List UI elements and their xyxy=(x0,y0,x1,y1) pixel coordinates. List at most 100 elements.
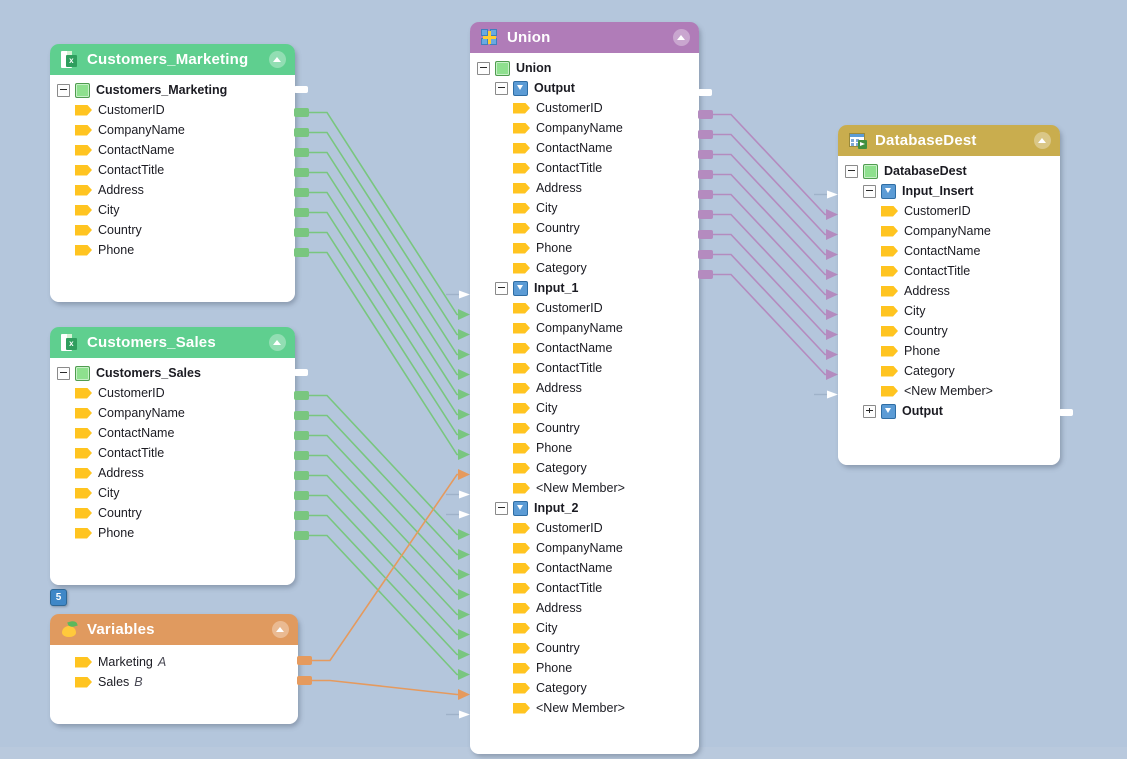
tree-row-field[interactable]: ContactName xyxy=(838,241,1060,261)
port-out-variable-sales[interactable] xyxy=(297,676,312,685)
tree-row-field[interactable]: City xyxy=(50,200,295,220)
tree-row-field[interactable]: Phone xyxy=(838,341,1060,361)
port-out-sales-city[interactable] xyxy=(294,491,309,500)
tree-row-field[interactable]: ContactTitle xyxy=(470,158,699,178)
status-badge[interactable]: 5 xyxy=(50,589,67,606)
tree-row-field[interactable]: <New Member> xyxy=(470,698,699,718)
expand-plus-icon[interactable] xyxy=(863,404,876,418)
tree-row-field[interactable]: CompanyName xyxy=(470,318,699,338)
port-out-sales-contacttitle[interactable] xyxy=(294,451,309,460)
node-header-customers-sales[interactable]: x Customers_Sales xyxy=(50,327,295,358)
tree-row-field[interactable]: CustomerID xyxy=(50,383,295,403)
node-header-customers-marketing[interactable]: x Customers_Marketing xyxy=(50,44,295,75)
tree-row-group[interactable]: Input_Insert xyxy=(838,181,1060,201)
tree-row-field[interactable]: CompanyName xyxy=(50,403,295,423)
port-out-marketing-phone[interactable] xyxy=(294,248,309,257)
port-out-marketing-companyname[interactable] xyxy=(294,128,309,137)
tree-row-field[interactable]: Phone xyxy=(50,523,295,543)
tree-row-field[interactable]: City xyxy=(470,198,699,218)
port-out-marketing-contacttitle[interactable] xyxy=(294,168,309,177)
port-out-union-contactname[interactable] xyxy=(698,150,713,159)
tree-row-field[interactable]: Address xyxy=(470,178,699,198)
tree-row-field[interactable]: <New Member> xyxy=(838,381,1060,401)
collapse-minus-icon[interactable] xyxy=(57,366,70,380)
collapse-minus-icon[interactable] xyxy=(845,164,858,178)
tree-row-field[interactable]: ContactName xyxy=(470,138,699,158)
tree-row-field[interactable]: CompanyName xyxy=(470,118,699,138)
tree-row-field[interactable]: Category xyxy=(838,361,1060,381)
tree-row-field[interactable]: Country xyxy=(50,503,295,523)
node-customers-marketing[interactable]: x Customers_Marketing Customers_Marketin… xyxy=(50,44,295,302)
collapse-minus-icon[interactable] xyxy=(495,501,508,515)
tree-row-root[interactable]: DatabaseDest xyxy=(838,161,1060,181)
port-out-marketing-customerid[interactable] xyxy=(294,108,309,117)
tree-row-field[interactable]: City xyxy=(470,398,699,418)
tree-row-field[interactable]: Country xyxy=(470,218,699,238)
port-out-union-category[interactable] xyxy=(698,270,713,279)
node-header-union[interactable]: Union xyxy=(470,22,699,53)
tree-row-field[interactable]: ContactTitle xyxy=(838,261,1060,281)
tree-row-group[interactable]: Input_2 xyxy=(470,498,699,518)
tree-row-field[interactable]: Address xyxy=(470,378,699,398)
tree-row-field[interactable]: ContactTitle xyxy=(50,160,295,180)
tree-row-field[interactable]: CompanyName xyxy=(470,538,699,558)
port-out-union-phone[interactable] xyxy=(698,250,713,259)
tree-row-field[interactable]: ContactName xyxy=(470,558,699,578)
port-out-sales-phone[interactable] xyxy=(294,531,309,540)
node-variables[interactable]: Variables Marketing A Sales B xyxy=(50,614,298,724)
collapse-minus-icon[interactable] xyxy=(495,81,508,95)
tree-row-field[interactable]: ContactName xyxy=(50,140,295,160)
tree-row-field[interactable]: Address xyxy=(50,463,295,483)
tree-row-field[interactable]: CompanyName xyxy=(50,120,295,140)
tree-row-field[interactable]: Country xyxy=(470,418,699,438)
tree-row-field[interactable]: Category xyxy=(470,678,699,698)
tree-row-field[interactable]: CompanyName xyxy=(838,221,1060,241)
tree-row-field[interactable]: ContactTitle xyxy=(50,443,295,463)
tree-row-field[interactable]: City xyxy=(50,483,295,503)
port-root-sales[interactable] xyxy=(294,369,308,376)
tree-row-field[interactable]: Address xyxy=(50,180,295,200)
port-root-union[interactable] xyxy=(698,89,712,96)
tree-row-field[interactable]: Country xyxy=(50,220,295,240)
tree-row-root[interactable]: Union xyxy=(470,58,699,78)
tree-row-field[interactable]: Phone xyxy=(50,240,295,260)
port-out-marketing-city[interactable] xyxy=(294,208,309,217)
tree-row-field[interactable]: Phone xyxy=(470,438,699,458)
tree-row-field[interactable]: Phone xyxy=(470,238,699,258)
chevron-up-icon[interactable] xyxy=(272,621,289,638)
port-out-union-contacttitle[interactable] xyxy=(698,170,713,179)
tree-row-field[interactable]: Category xyxy=(470,258,699,278)
tree-row-field[interactable]: CustomerID xyxy=(470,98,699,118)
node-header-database-dest[interactable]: DatabaseDest xyxy=(838,125,1060,156)
tree-row-field[interactable]: CustomerID xyxy=(470,298,699,318)
tree-row-field[interactable]: Address xyxy=(470,598,699,618)
port-out-sales-companyname[interactable] xyxy=(294,411,309,420)
chevron-up-icon[interactable] xyxy=(673,29,690,46)
tree-row-field[interactable]: Country xyxy=(470,638,699,658)
tree-row-group[interactable]: Output xyxy=(838,401,1060,421)
port-out-sales-country[interactable] xyxy=(294,511,309,520)
tree-row-field[interactable]: Phone xyxy=(470,658,699,678)
tree-row-field[interactable]: City xyxy=(470,618,699,638)
tree-row-field[interactable]: <New Member> xyxy=(470,478,699,498)
node-database-dest[interactable]: DatabaseDest DatabaseDest Input_Insert Cus… xyxy=(838,125,1060,465)
tree-row-field[interactable]: CustomerID xyxy=(470,518,699,538)
port-out-marketing-contactname[interactable] xyxy=(294,148,309,157)
tree-row-field[interactable]: ContactTitle xyxy=(470,358,699,378)
port-out-sales-contactname[interactable] xyxy=(294,431,309,440)
tree-row-field[interactable]: City xyxy=(838,301,1060,321)
chevron-up-icon[interactable] xyxy=(1034,132,1051,149)
tree-row-group[interactable]: Output xyxy=(470,78,699,98)
port-root-marketing[interactable] xyxy=(294,86,308,93)
chevron-up-icon[interactable] xyxy=(269,51,286,68)
port-out-union-customerid[interactable] xyxy=(698,110,713,119)
tree-row-root[interactable]: Customers_Sales xyxy=(50,363,295,383)
tree-row-field[interactable]: Address xyxy=(838,281,1060,301)
tree-row-field[interactable]: ContactTitle xyxy=(470,578,699,598)
tree-row-field[interactable]: ContactName xyxy=(470,338,699,358)
tree-row-field[interactable]: Category xyxy=(470,458,699,478)
port-out-sales-address[interactable] xyxy=(294,471,309,480)
tree-row-group[interactable]: Input_1 xyxy=(470,278,699,298)
tree-row-field[interactable]: Marketing A xyxy=(50,652,298,672)
